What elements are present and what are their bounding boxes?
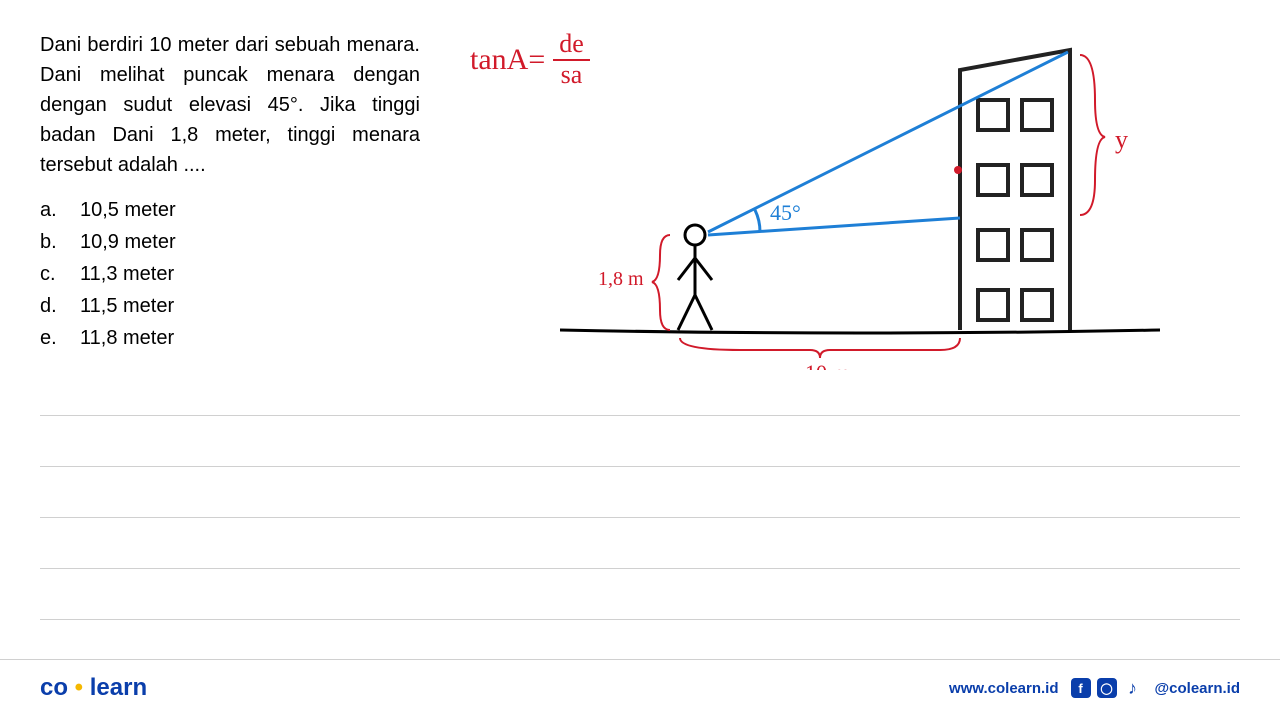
angle-label: 45° [770,200,801,225]
option-letter: a. [40,194,80,226]
height-label: 1,8 m [598,268,644,290]
logo-suffix: learn [90,674,147,701]
logo-dot-icon: • [68,674,90,701]
stick-figure [678,225,712,330]
option-letter: d. [40,290,80,322]
building-windows [978,100,1052,320]
logo: co • learn [40,674,147,702]
ground-line [560,330,1160,333]
footer: co • learn www.colearn.id f ◯ ♪ @colearn… [0,659,1280,702]
tiktok-icon: ♪ [1123,678,1143,698]
pointer-dot-icon [954,166,962,174]
y-brace [1080,55,1105,215]
footer-handle: @colearn.id [1155,680,1240,697]
formula-lhs: tanA= [470,43,545,77]
sight-lines [708,52,1068,235]
y-label: y [1115,125,1128,154]
option-letter: e. [40,322,80,354]
height-brace [652,235,670,330]
footer-url: www.colearn.id [949,680,1058,697]
facebook-icon: f [1071,678,1091,698]
question-text: Dani berdiri 10 meter dari sebuah menara… [40,30,420,180]
logo-prefix: co [40,674,68,701]
instagram-icon: ◯ [1097,678,1117,698]
social-icons: f ◯ ♪ [1071,678,1143,698]
distance-label: 10 m [805,360,850,370]
option-letter: b. [40,226,80,258]
option-letter: c. [40,258,80,290]
distance-brace [680,338,960,358]
ruled-lines [0,415,1280,670]
diagram: 45° 1,8 m 10 m y [560,40,1160,370]
footer-right: www.colearn.id f ◯ ♪ @colearn.id [949,678,1240,698]
